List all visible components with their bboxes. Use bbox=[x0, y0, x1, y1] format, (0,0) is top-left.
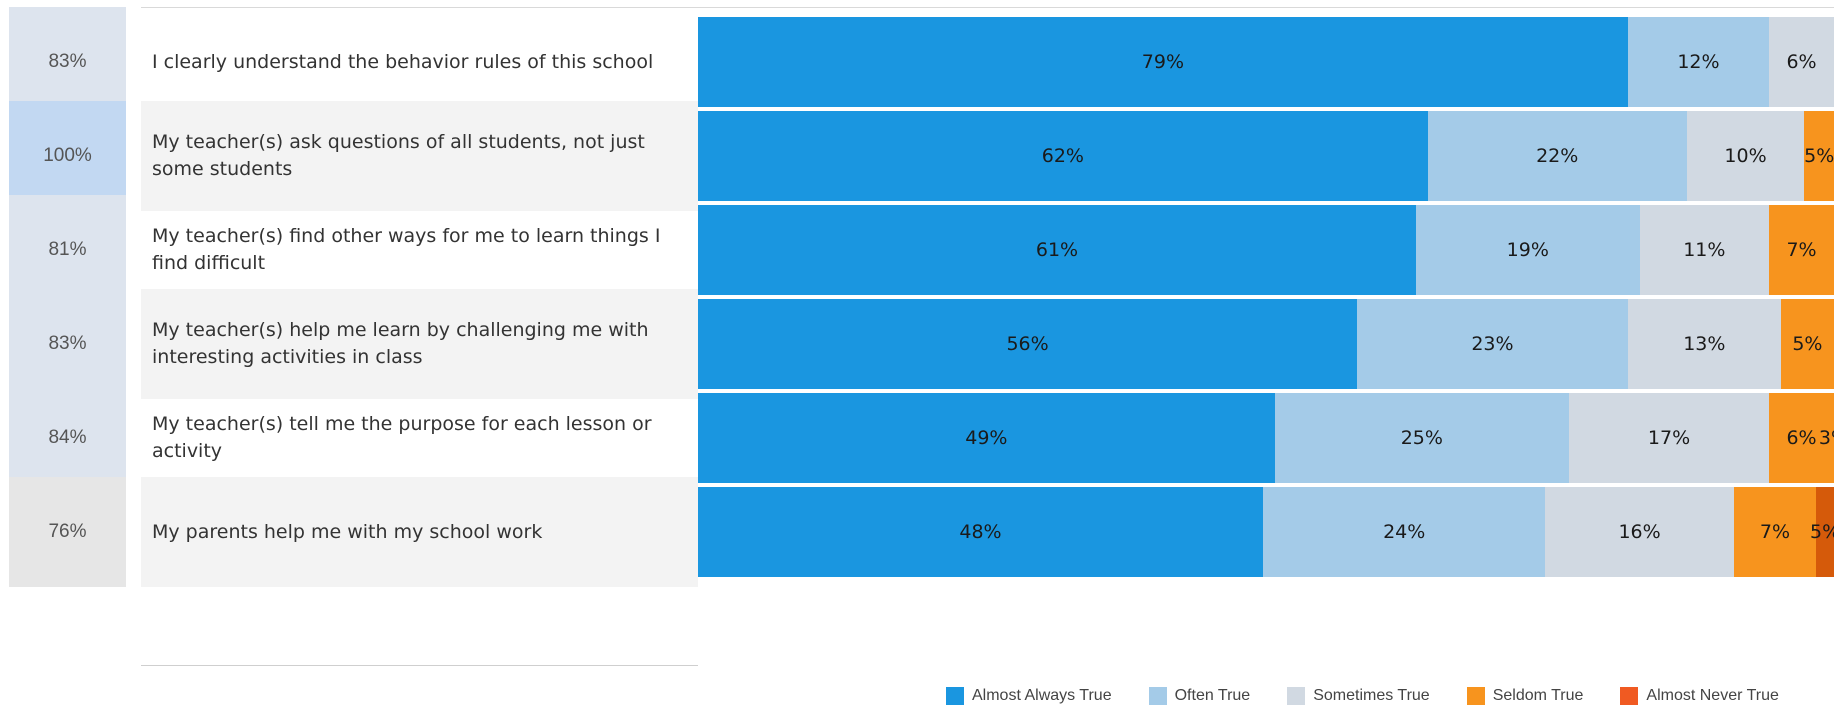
legend-item: Almost Always True bbox=[946, 687, 1112, 705]
bar-segment: 13% bbox=[1627, 299, 1781, 389]
data-label: 16% bbox=[1618, 521, 1661, 543]
bar-segment: 12% bbox=[1627, 17, 1770, 107]
legend-swatch bbox=[1466, 687, 1485, 705]
data-label: 25% bbox=[1400, 427, 1443, 449]
survey-item-label: My teacher(s) ask questions of all stude… bbox=[141, 101, 698, 211]
legend-swatch bbox=[1287, 687, 1306, 705]
data-label: 11% bbox=[1683, 239, 1726, 261]
chart-legend: Almost Always True Often True Sometimes Tr… bbox=[946, 684, 1834, 708]
survey-item-label: My teacher(s) help me learn by challengi… bbox=[141, 289, 698, 399]
favorable-percent: 76% bbox=[9, 477, 126, 587]
chart-row: 83% My teacher(s) help me learn by challe… bbox=[0, 289, 1834, 399]
bar-segment: 49% bbox=[698, 393, 1275, 483]
data-label: 10% bbox=[1724, 145, 1767, 167]
data-label: 5% bbox=[1809, 521, 1834, 543]
data-label: 24% bbox=[1383, 521, 1426, 543]
data-label: 23% bbox=[1471, 333, 1514, 355]
legend-swatch bbox=[1148, 687, 1167, 705]
data-label: 56% bbox=[1006, 333, 1049, 355]
bar-segment: 11% bbox=[1639, 205, 1770, 295]
bar-segment: 16% bbox=[1545, 487, 1734, 577]
bar-segment: 19% bbox=[1415, 205, 1640, 295]
favorable-percent: 84% bbox=[9, 383, 126, 493]
legend-item: Seldom True bbox=[1466, 687, 1584, 705]
bar-track: 61% 19% 11% 7% bbox=[698, 205, 1834, 295]
bar-segment: 79% bbox=[698, 17, 1628, 107]
survey-item-label: I clearly understand the behavior rules … bbox=[152, 50, 654, 73]
legend-label: Almost Never True bbox=[1646, 687, 1779, 704]
favorable-percent: 83% bbox=[9, 7, 126, 117]
bar-segment: 61% bbox=[698, 205, 1416, 295]
bar-segment: 22% bbox=[1427, 111, 1687, 201]
chart-row: 83% I clearly understand the behavior rul… bbox=[0, 7, 1834, 117]
bar-segment: 23% bbox=[1357, 299, 1628, 389]
chart-row: 76% My parents help me with my school wor… bbox=[0, 477, 1834, 587]
favorable-percent: 83% bbox=[9, 289, 126, 399]
data-label: 48% bbox=[959, 521, 1002, 543]
legend-label: Almost Always True bbox=[972, 687, 1112, 704]
data-label: 17% bbox=[1647, 427, 1691, 449]
survey-item-label: My teacher(s) find other ways for me to … bbox=[152, 225, 661, 274]
favorable-percent: 100% bbox=[9, 101, 126, 211]
bar-track: 48% 24% 16% 7% 5% bbox=[698, 487, 1834, 577]
data-label: 5% bbox=[1804, 145, 1834, 167]
legend-label: Often True bbox=[1174, 687, 1251, 704]
bar-segment: 5% bbox=[1780, 299, 1834, 389]
data-label: 7% bbox=[1759, 521, 1791, 543]
data-label: 61% bbox=[1035, 239, 1079, 261]
data-label: 79% bbox=[1141, 51, 1185, 73]
bar-track: 56% 23% 13% 5% bbox=[698, 299, 1834, 389]
data-label: 7% bbox=[1786, 239, 1817, 261]
data-label: 5% bbox=[1792, 333, 1823, 355]
favorable-percent: 81% bbox=[9, 195, 126, 305]
data-label: 6% bbox=[1786, 427, 1817, 449]
bar-segment: 5% bbox=[1804, 111, 1834, 201]
bar-segment: 5% bbox=[1810, 487, 1834, 577]
survey-item-label: My parents help me with my school work bbox=[141, 477, 698, 587]
legend-swatch bbox=[946, 687, 964, 705]
chart-row: 81% My teacher(s) find other ways for me … bbox=[0, 195, 1834, 305]
data-label: 6% bbox=[1786, 51, 1817, 73]
bar-segment: 25% bbox=[1274, 393, 1569, 483]
data-label: 49% bbox=[965, 427, 1008, 449]
chart-row: 100% My teacher(s) ask questions of all s… bbox=[0, 101, 1834, 211]
bar-segment: 7% bbox=[1733, 487, 1817, 577]
bar-segment: 6% bbox=[1769, 17, 1834, 107]
bar-segment: 7% bbox=[1769, 205, 1834, 295]
bar-segment: 6% bbox=[1769, 393, 1834, 483]
bar-track: 62% 22% 10% 5% bbox=[698, 111, 1834, 201]
data-label: 19% bbox=[1506, 239, 1549, 261]
bar-segment: 24% bbox=[1262, 487, 1546, 577]
bar-segment: 48% bbox=[698, 487, 1263, 577]
data-label: 22% bbox=[1536, 145, 1579, 167]
data-label: 13% bbox=[1683, 333, 1726, 355]
legend-item: Sometimes True bbox=[1287, 687, 1430, 705]
data-label: 12% bbox=[1677, 51, 1720, 73]
legend-item: Almost Never True bbox=[1620, 687, 1779, 705]
survey-item-label: My teacher(s) tell me the purpose for ea… bbox=[152, 413, 652, 462]
legend-item: Often True bbox=[1148, 687, 1251, 705]
legend-swatch bbox=[1620, 687, 1639, 705]
bar-track: 49% 25% 17% 6%3% bbox=[698, 393, 1834, 483]
chart-row: 84% My teacher(s) tell me the purpose for… bbox=[0, 383, 1834, 493]
bottom-rule bbox=[141, 665, 698, 666]
top-rule bbox=[141, 7, 1834, 8]
legend-label: Seldom True bbox=[1492, 687, 1584, 704]
legend-label: Sometimes True bbox=[1313, 687, 1430, 704]
data-label: 62% bbox=[1041, 145, 1084, 167]
bar-segment: 17% bbox=[1568, 393, 1770, 483]
bar-segment: 10% bbox=[1686, 111, 1805, 201]
bar-segment: 62% bbox=[698, 111, 1428, 201]
bar-track: 79% 12% 6% bbox=[698, 17, 1834, 107]
data-label: 3% bbox=[1818, 427, 1834, 449]
bar-segment: 56% bbox=[698, 299, 1358, 389]
